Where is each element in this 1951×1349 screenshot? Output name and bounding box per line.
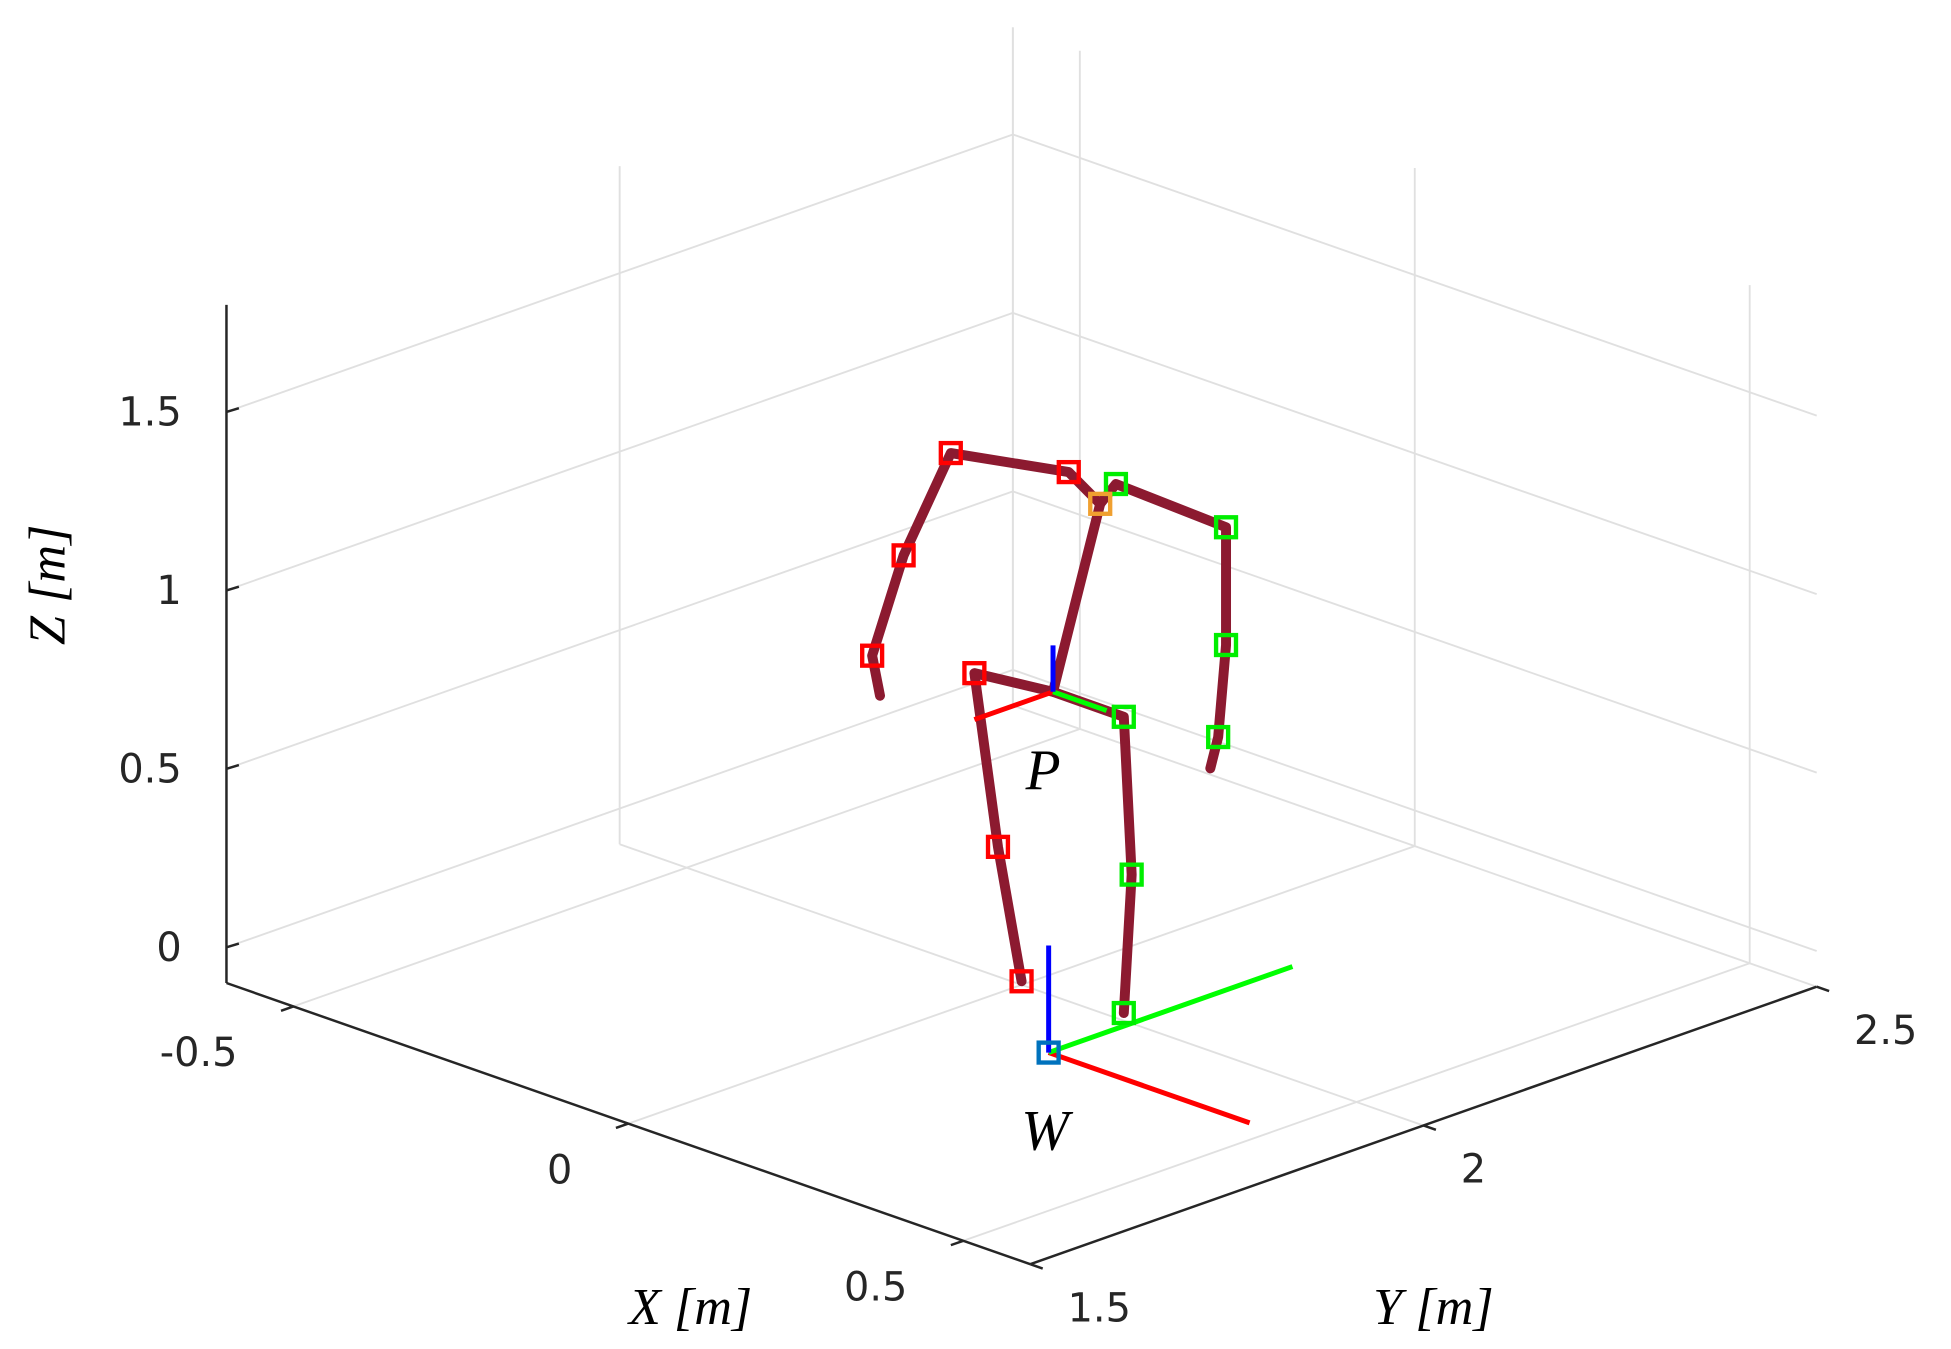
joint-marker (1213, 515, 1239, 540)
tick-mark (280, 1005, 294, 1012)
joint-marker (938, 440, 963, 466)
bone (969, 668, 1137, 1019)
x-tick-label: 0.5 (844, 1265, 907, 1311)
tick-mark (615, 1122, 629, 1130)
joint-marker (1206, 724, 1231, 750)
joint-marker (1213, 632, 1239, 658)
tick-mark (1816, 985, 1830, 993)
joint-marker (1056, 459, 1081, 485)
tick-mark (226, 585, 240, 592)
y-tick-label: 1.5 (1068, 1285, 1131, 1331)
joint-marker (1119, 862, 1144, 887)
frame-axis (1052, 689, 1108, 713)
y-axis-label: Y [m] (1373, 1278, 1494, 1336)
joint-marker (891, 543, 916, 568)
tick-mark (226, 942, 240, 949)
tick-mark (950, 1239, 964, 1247)
x-axis-label: X [m] (627, 1278, 752, 1336)
grid-line (293, 728, 1081, 1008)
tick-mark (1423, 1124, 1437, 1131)
z-tick-label: 1.5 (118, 390, 181, 436)
y-tick-label: 2 (1461, 1147, 1486, 1193)
x-tick-label: 0 (547, 1147, 572, 1193)
z-tick-label: 0.5 (118, 747, 181, 793)
grid-line (962, 962, 1751, 1242)
joint-marker (1009, 969, 1034, 994)
plot-area: 0 0.5 1 1.5 -0.5 0 0.5 1.5 2 2.5 X [m] Y [m] Z [m] P W (19, 27, 1917, 1336)
frame-axis (1047, 964, 1294, 1055)
bone (867, 448, 1232, 774)
frame-axis (973, 689, 1054, 722)
joint-marker (985, 834, 1011, 859)
z-tick-label: 0 (156, 925, 181, 971)
joint-marker (1036, 1040, 1061, 1065)
z-tick-label: 1 (156, 568, 181, 614)
joint-marker (1111, 704, 1136, 729)
tick-mark (1029, 1263, 1044, 1270)
joint-marker (1111, 1000, 1136, 1026)
joint-marker (860, 643, 885, 668)
z-axis-label: Z [m] (19, 525, 77, 646)
joint-marker (1103, 471, 1129, 497)
joint-marker (1088, 491, 1113, 516)
tick-mark (226, 763, 240, 771)
joint-marker (962, 661, 987, 686)
x-tick-label: -0.5 (160, 1030, 238, 1076)
frame-label: P (1025, 739, 1061, 802)
bone (1048, 498, 1106, 697)
frame-axis (1047, 1050, 1251, 1126)
frame-label: W (1021, 1100, 1073, 1163)
tick-mark (226, 407, 240, 414)
y-tick-label: 2.5 (1854, 1008, 1917, 1054)
